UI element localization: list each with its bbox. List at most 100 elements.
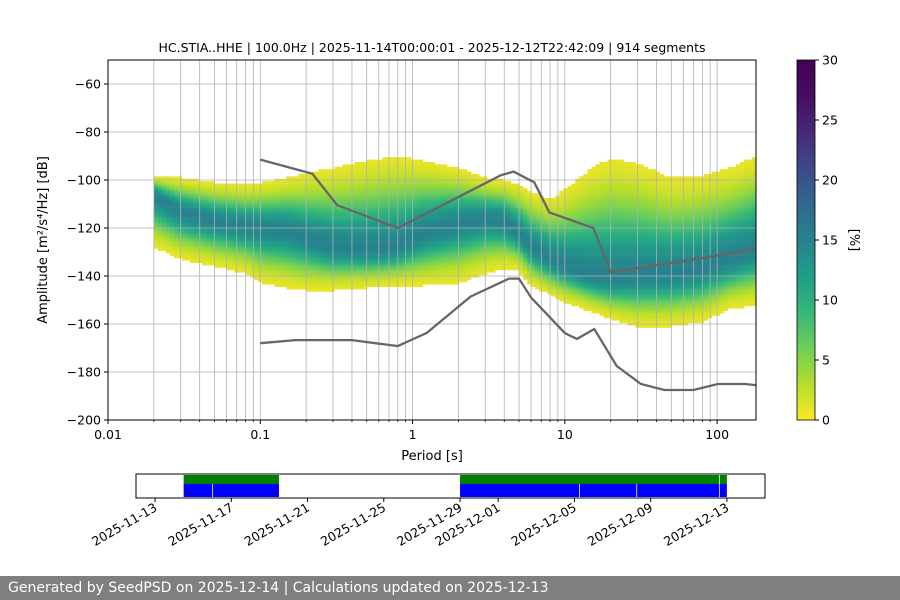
heatmap-cell <box>238 260 243 263</box>
heatmap-cell <box>499 267 504 271</box>
heatmap-cell <box>442 169 448 172</box>
heatmap-cell <box>286 277 291 280</box>
heatmap-cell <box>214 234 219 237</box>
heatmap-cell <box>318 236 323 239</box>
heatmap-cell <box>226 236 231 239</box>
heatmap-cell <box>282 214 287 218</box>
heatmap-cell <box>535 241 540 244</box>
heatmap-cell <box>503 265 508 268</box>
heatmap-cell <box>579 303 584 307</box>
heatmap-cell <box>479 190 484 194</box>
heatmap-cell <box>398 190 404 194</box>
heatmap-cell <box>366 164 372 167</box>
heatmap-cell <box>378 222 384 225</box>
heatmap-cell <box>567 284 572 287</box>
heatmap-cell <box>362 231 368 235</box>
heatmap-cell <box>238 248 243 251</box>
heatmap-cell <box>438 200 444 203</box>
heatmap-cell <box>495 246 500 249</box>
heatmap-cell <box>571 243 576 247</box>
heatmap-cell <box>547 214 552 218</box>
heatmap-cell <box>438 231 444 235</box>
heatmap-cell <box>414 224 420 227</box>
heatmap-cell <box>346 255 351 259</box>
heatmap-cell <box>306 253 311 256</box>
heatmap-cell <box>599 181 604 184</box>
heatmap-cell <box>338 200 343 203</box>
heatmap-cell <box>250 231 255 235</box>
heatmap-cell <box>438 248 444 251</box>
heatmap-cell <box>370 243 376 247</box>
heatmap-cell <box>197 207 203 211</box>
heatmap-cell <box>523 188 528 191</box>
heatmap-cell <box>214 207 219 211</box>
heatmap-cell <box>358 210 363 213</box>
heatmap-cell <box>507 267 512 271</box>
heatmap-cell <box>246 255 251 259</box>
heatmap-cell <box>222 219 227 223</box>
heatmap-cell <box>193 193 199 196</box>
heatmap-cell <box>254 217 259 220</box>
heatmap-cell <box>218 229 223 232</box>
heatmap-cell <box>254 188 259 191</box>
heatmap-cell <box>406 282 412 285</box>
heatmap-cell <box>591 282 596 285</box>
heatmap-cell <box>290 248 295 251</box>
heatmap-cell <box>278 222 283 225</box>
heatmap-cell <box>374 217 380 220</box>
heatmap-cell <box>230 205 235 208</box>
heatmap-cell <box>418 212 424 215</box>
heatmap-cell <box>571 241 576 244</box>
heatmap-cell <box>246 231 251 235</box>
heatmap-cell <box>474 198 480 201</box>
heatmap-cell <box>173 241 179 244</box>
heatmap-cell <box>438 188 444 191</box>
heatmap-cell <box>274 255 279 259</box>
heatmap-cell <box>491 195 496 199</box>
heatmap-cell <box>402 272 408 275</box>
heatmap-cell <box>165 217 171 220</box>
heatmap-cell <box>462 214 468 218</box>
heatmap-cell <box>250 217 255 220</box>
heatmap-cell <box>430 279 436 283</box>
heatmap-cell <box>442 243 448 247</box>
heatmap-cell <box>370 238 376 242</box>
heatmap-cell <box>523 238 528 242</box>
heatmap-cell <box>250 248 255 251</box>
heatmap-cell <box>262 202 267 206</box>
heatmap-cell <box>535 207 540 211</box>
heatmap-cell <box>426 176 432 179</box>
heatmap-cell <box>290 250 295 254</box>
heatmap-cell <box>571 246 576 249</box>
heatmap-cell <box>193 217 199 220</box>
heatmap-cell <box>177 210 183 213</box>
heatmap-cell <box>567 198 572 201</box>
heatmap-cell <box>230 207 235 211</box>
heatmap-cell <box>262 193 267 196</box>
heatmap-cell <box>214 198 219 201</box>
heatmap-cell <box>571 210 576 213</box>
heatmap-cell <box>161 214 167 218</box>
heatmap-cell <box>326 212 331 215</box>
heatmap-cell <box>202 217 207 220</box>
heatmap-cell <box>442 174 448 177</box>
heatmap-cell <box>226 205 231 208</box>
heatmap-cell <box>587 238 592 242</box>
heatmap-cell <box>551 294 556 297</box>
heatmap-cell <box>559 279 564 283</box>
heatmap-cell <box>430 234 436 237</box>
heatmap-cell <box>515 193 520 196</box>
heatmap-cell <box>350 279 355 283</box>
heatmap-cell <box>531 219 536 223</box>
heatmap-cell <box>531 246 536 249</box>
heatmap-cell <box>314 286 319 290</box>
heatmap-cell <box>567 231 572 235</box>
heatmap-cell <box>527 231 532 235</box>
heatmap-cell <box>230 241 235 244</box>
heatmap-cell <box>185 214 191 218</box>
heatmap-cell <box>519 186 524 189</box>
heatmap-cell <box>402 250 408 254</box>
heatmap-cell <box>595 296 600 299</box>
heatmap-cell <box>583 210 588 213</box>
heatmap-cell <box>378 282 384 285</box>
